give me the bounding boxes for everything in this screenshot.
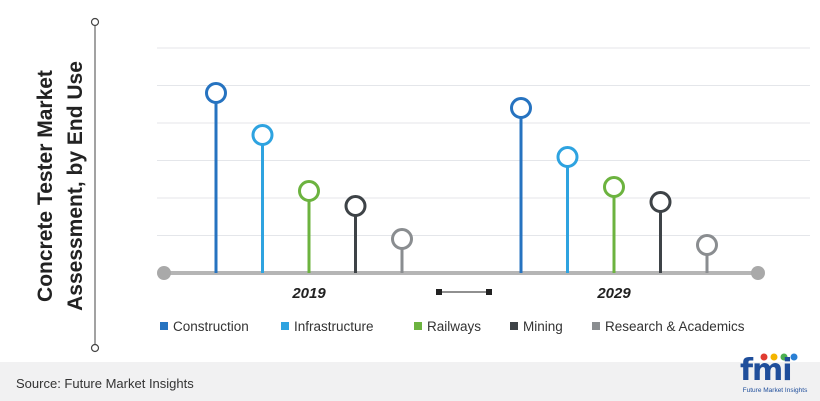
- chart-marks: [205, 82, 718, 273]
- legend-swatch: [414, 322, 422, 330]
- legend-label: Infrastructure: [294, 319, 374, 334]
- chart-title: Concrete Tester Market Assessment, by End…: [34, 17, 100, 353]
- x-axis: [157, 266, 765, 295]
- category-labels: 2019 2029: [291, 285, 631, 302]
- legend-swatch: [160, 322, 168, 330]
- logo-tagline: Future Market Insights: [742, 387, 808, 394]
- lollipop-marker: [603, 176, 625, 198]
- gridlines: [157, 47, 810, 236]
- axis-end-dot: [157, 266, 171, 280]
- legend-swatch: [592, 322, 600, 330]
- group-connector-end: [436, 289, 442, 295]
- group-connector-end: [486, 289, 492, 295]
- legend-label: Research & Academics: [605, 319, 745, 334]
- axis-end-dot: [751, 266, 765, 280]
- lollipop-marker: [344, 195, 367, 217]
- fmi-logo: fmi Future Market Insights: [738, 352, 812, 398]
- lollipop-marker: [391, 228, 413, 250]
- lollipop-marker: [205, 82, 227, 104]
- footer-band: [0, 362, 820, 401]
- chart-title-line: Assessment, by End Use: [64, 61, 87, 311]
- lollipop-marker: [298, 180, 320, 202]
- legend-label: Construction: [173, 319, 249, 334]
- category-label: 2029: [596, 285, 631, 302]
- source-note: Source: Future Market Insights: [16, 376, 194, 391]
- lollipop-marker: [696, 234, 718, 256]
- lollipop-marker: [649, 191, 672, 213]
- logo-wordmark: fmi: [740, 353, 793, 388]
- logo-dots-icon: [760, 353, 798, 361]
- legend-label: Mining: [523, 319, 563, 334]
- legend-label: Railways: [427, 319, 481, 334]
- legend: Construction Infrastructure Railways Mining…: [160, 319, 745, 334]
- chart-title-line: Concrete Tester Market: [34, 70, 57, 302]
- legend-swatch: [281, 322, 289, 330]
- legend-swatch: [510, 322, 518, 330]
- category-label: 2019: [291, 285, 326, 302]
- lollipop-marker: [556, 146, 579, 168]
- lollipop-marker: [510, 97, 532, 119]
- lollipop-marker: [251, 124, 274, 146]
